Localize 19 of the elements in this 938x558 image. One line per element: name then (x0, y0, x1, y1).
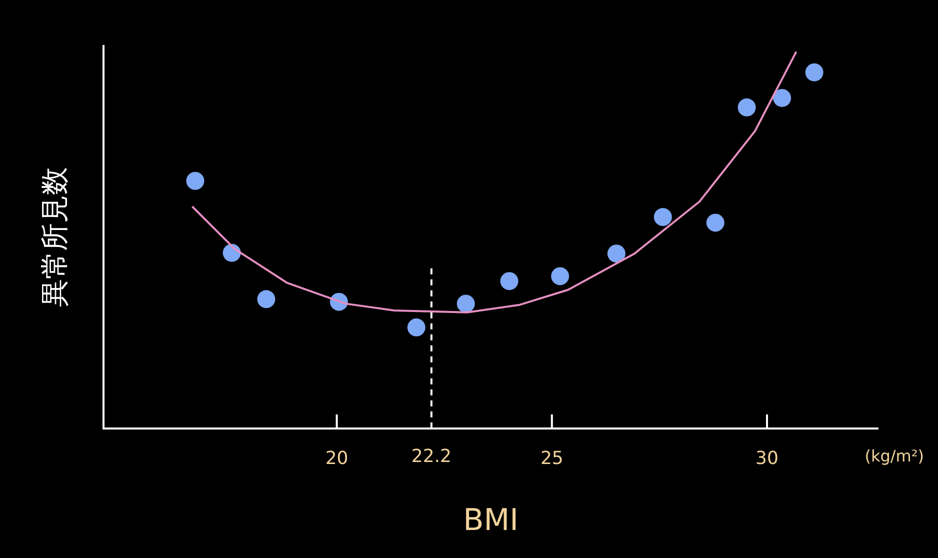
x-axis-title: BMI (463, 502, 518, 538)
point (706, 214, 724, 232)
point (500, 272, 518, 290)
point (257, 290, 276, 308)
point (456, 294, 475, 313)
x-tick-label: 25 (540, 448, 564, 469)
point (805, 63, 824, 82)
x-tick-label: 20 (325, 448, 348, 469)
point (186, 172, 204, 190)
text: (kg/m²) (864, 446, 924, 466)
point (654, 208, 672, 226)
point (407, 318, 426, 336)
ref-line-label: 22.2 (411, 446, 452, 468)
point (551, 267, 570, 286)
x-tick-label: 30 (756, 448, 778, 469)
point (773, 88, 792, 107)
y-axis-title: 異常所見数 (38, 167, 72, 308)
point (607, 244, 626, 263)
point (738, 98, 756, 116)
